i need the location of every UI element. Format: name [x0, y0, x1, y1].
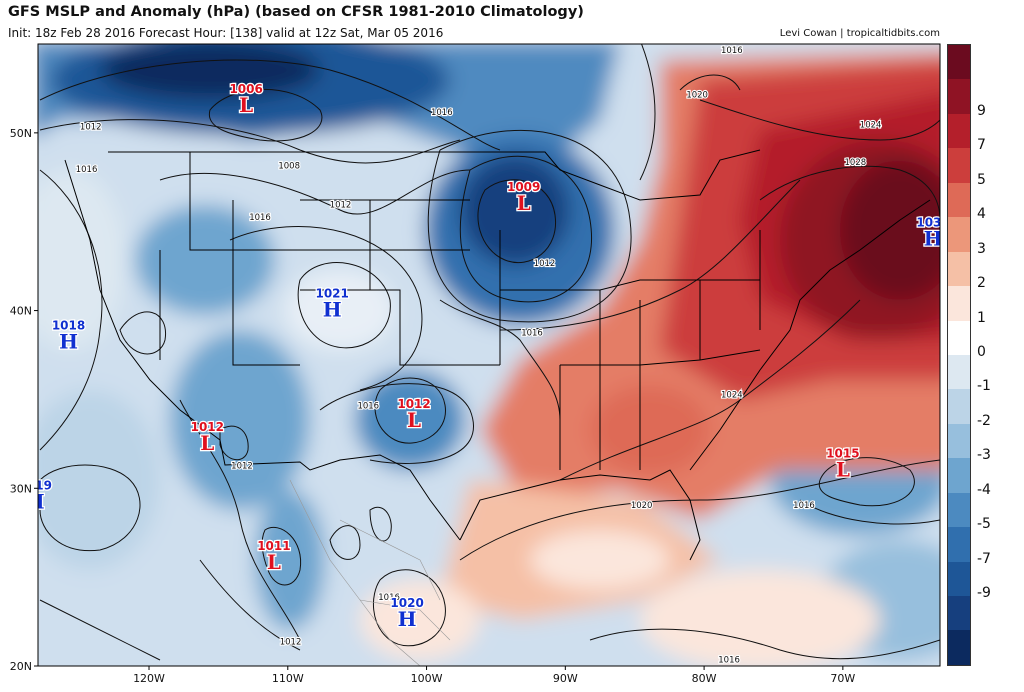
colorbar-swatch [948, 320, 970, 355]
colorbar-level-label: -4 [977, 481, 991, 498]
longitude-axis: 120W 110W 100W 90W 80W 70W [133, 666, 855, 685]
colorbar-level-label: 5 [977, 171, 986, 188]
low-pressure-symbol: L [836, 458, 850, 482]
colorbar-swatch [948, 45, 970, 80]
colorbar-swatch [948, 79, 970, 114]
latitude-label: 50N [10, 127, 32, 140]
high-pressure-symbol: H [323, 298, 342, 322]
low-pressure-symbol: L [239, 93, 253, 117]
pressure-center-value: 1020 [390, 596, 423, 610]
pressure-center-value: 1018 [52, 319, 85, 333]
pressure-center-value: 1012 [191, 420, 224, 434]
colorbar-level-label: 2 [977, 275, 986, 292]
low-pressure-symbol: L [267, 550, 281, 574]
low-pressure-symbol: L [200, 431, 214, 455]
colorbar [947, 44, 971, 666]
high-pressure-symbol: H [59, 330, 78, 354]
colorbar-level-label: -7 [977, 550, 991, 567]
isobar-label: 1016 [521, 328, 543, 338]
colorbar-swatch [948, 182, 970, 218]
isobar-label: 1020 [686, 90, 708, 100]
colorbar-swatch [948, 354, 970, 390]
longitude-label: 90W [553, 672, 578, 685]
mexico-boundaries [289, 479, 451, 666]
isobar-label: 1016 [76, 165, 98, 175]
longitude-label: 110W [272, 672, 304, 685]
isobar-labels: 1012100810161016102010241028101610121016… [75, 45, 883, 666]
isobar-label: 1016 [431, 108, 453, 118]
colorbar-level-label: -2 [977, 412, 991, 429]
pressure-center-value: 1015 [826, 447, 859, 461]
colorbar-level-label: -9 [977, 585, 991, 602]
isobar-label: 1020 [631, 501, 653, 511]
pressure-center-value: 1019 [19, 479, 52, 493]
map-frame [37, 43, 941, 667]
credit-text: Levi Cowan | tropicaltidbits.com [779, 28, 940, 39]
colorbar-swatch [948, 561, 970, 596]
isobar-label: 1024 [860, 121, 882, 131]
latitude-axis: 50N 40N 30N 20N [10, 127, 38, 673]
isobar-label: 1016 [718, 655, 740, 665]
colorbar-level-label: 1 [977, 309, 986, 326]
pressure-center-value: 1021 [315, 287, 348, 301]
latitude-label: 30N [10, 482, 32, 495]
low-pressure-symbol: L [407, 408, 421, 432]
isobar-label: 1016 [357, 401, 379, 411]
colorbar-swatch [948, 458, 970, 493]
colorbar-swatch [948, 630, 970, 665]
isobar-label: 1016 [793, 501, 815, 511]
isobar-label: 1016 [721, 46, 743, 56]
map-subtitle: Init: 18z Feb 28 2016 Forecast Hour: [13… [8, 26, 444, 40]
pressure-centers: 1006L1009L1021H1018H1012L1012L1019H1011L… [19, 81, 949, 632]
colorbar-level-label: 4 [977, 206, 986, 223]
colorbar-swatch [948, 423, 970, 459]
pressure-center-value: 1009 [507, 180, 540, 194]
isobar-label: 1024 [721, 391, 743, 401]
colorbar-level-label: 9 [977, 102, 986, 119]
latitude-label: 20N [10, 660, 32, 673]
colorbar-level-label: 3 [977, 240, 986, 257]
isobar-label: 1012 [80, 122, 102, 132]
colorbar-swatch [948, 492, 970, 528]
pressure-center-value: 1012 [397, 397, 430, 411]
isobar-label: 1012 [534, 259, 556, 269]
isobar-label: 1028 [845, 158, 867, 168]
colorbar-swatch [948, 148, 970, 183]
colorbar-level-label: -3 [977, 447, 991, 464]
isobar-label: 1012 [330, 200, 352, 210]
isobar-label: 1016 [249, 213, 271, 223]
longitude-label: 120W [133, 672, 165, 685]
colorbar-swatch [948, 527, 970, 562]
longitude-label: 80W [692, 672, 717, 685]
longitude-label: 70W [830, 672, 855, 685]
high-pressure-symbol: H [26, 490, 45, 514]
colorbar-swatch [948, 596, 970, 631]
isobar-label: 1016 [378, 593, 400, 603]
colorbar-level-label: -5 [977, 516, 991, 533]
political-boundaries [64, 149, 931, 561]
high-pressure-symbol: H [924, 226, 943, 250]
isobar-label: 1012 [280, 638, 302, 648]
longitude-label: 100W [411, 672, 443, 685]
colorbar-swatch [948, 389, 970, 424]
colorbar-swatch [948, 217, 970, 252]
colorbar-swatch [948, 251, 970, 287]
anomaly-shading [38, 44, 940, 666]
pressure-center-value: 1011 [257, 539, 290, 553]
isobar-label: 1008 [278, 161, 300, 171]
colorbar-level-label: 0 [977, 344, 986, 360]
colorbar-swatch [948, 286, 970, 321]
pressure-center-value: 1006 [229, 82, 262, 96]
isobar-label: 1012 [231, 462, 253, 472]
map-title: GFS MSLP and Anomaly (hPa) (based on CFS… [8, 4, 584, 20]
high-pressure-symbol: H [398, 607, 417, 631]
colorbar-level-label: -1 [977, 378, 991, 395]
colorbar-swatch [948, 113, 970, 149]
latitude-label: 40N [10, 305, 32, 318]
pressure-center-value: 1030 [916, 215, 949, 229]
low-pressure-symbol: L [517, 191, 531, 215]
colorbar-level-label: 7 [977, 137, 986, 154]
